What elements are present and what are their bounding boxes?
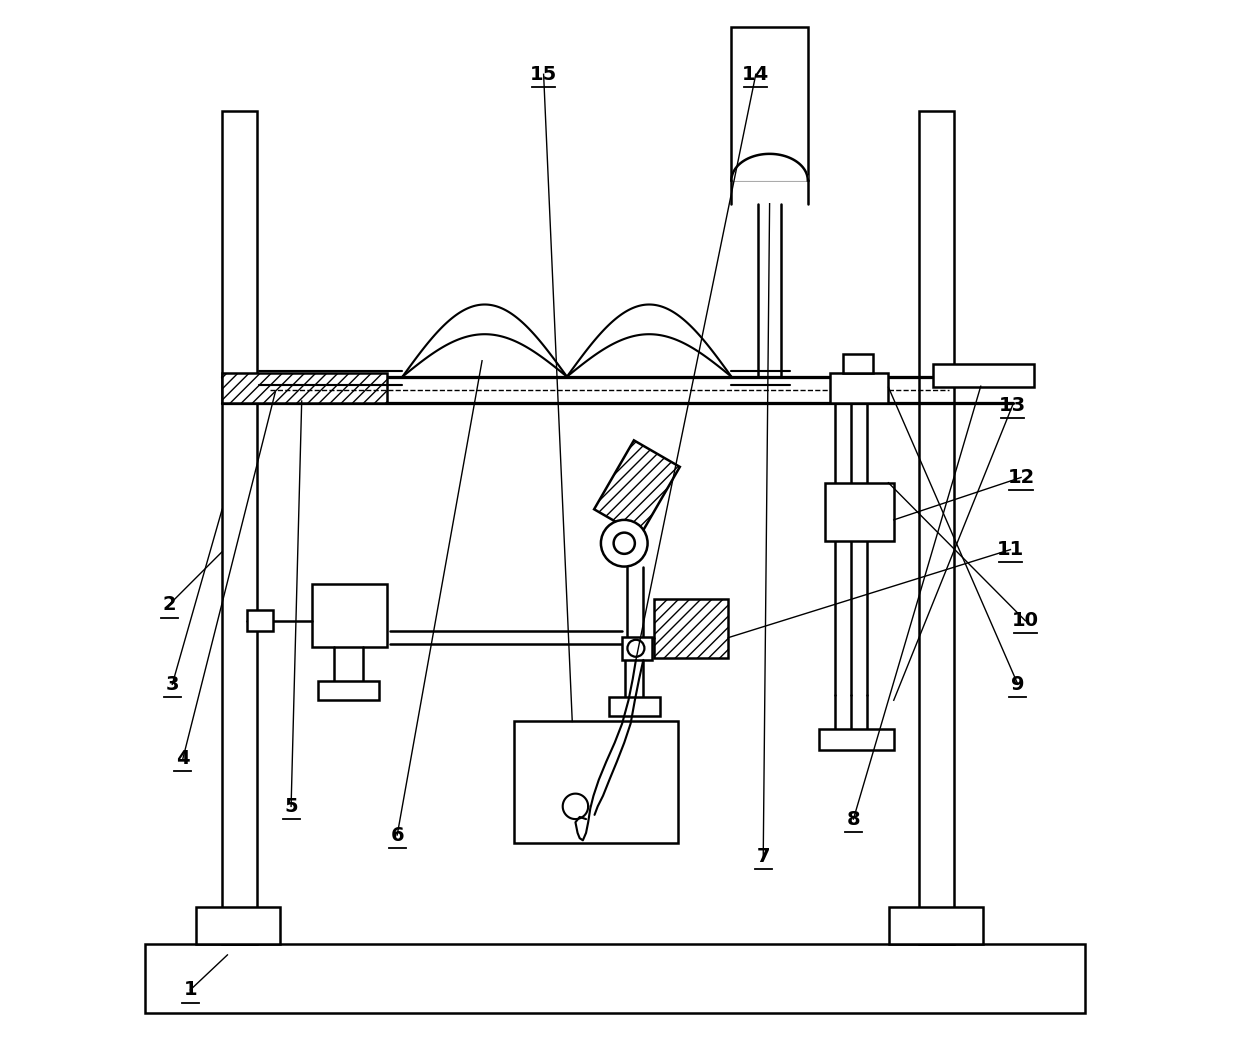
- Bar: [513, 721, 678, 843]
- Text: 7: 7: [756, 847, 770, 866]
- Bar: [843, 354, 873, 373]
- Text: 9: 9: [1011, 675, 1024, 694]
- Bar: [653, 599, 728, 658]
- Text: 11: 11: [997, 540, 1024, 559]
- Circle shape: [627, 640, 645, 657]
- Text: 10: 10: [1012, 611, 1039, 630]
- Text: 14: 14: [743, 65, 770, 84]
- Bar: [317, 681, 379, 700]
- Bar: [609, 697, 661, 716]
- Text: 13: 13: [999, 396, 1027, 415]
- Bar: [222, 111, 257, 944]
- Text: 4: 4: [176, 749, 190, 768]
- Bar: [247, 610, 273, 631]
- Bar: [145, 944, 1085, 1013]
- Text: 12: 12: [1007, 468, 1034, 487]
- Bar: [732, 27, 807, 180]
- Bar: [825, 483, 894, 541]
- Bar: [830, 373, 888, 403]
- Bar: [820, 729, 894, 750]
- Text: 2: 2: [162, 595, 176, 614]
- Circle shape: [614, 533, 635, 554]
- Bar: [919, 111, 955, 944]
- Circle shape: [601, 520, 647, 567]
- Text: 6: 6: [391, 825, 404, 845]
- Polygon shape: [594, 440, 680, 536]
- Bar: [312, 584, 387, 647]
- Text: 8: 8: [847, 810, 861, 829]
- Text: 1: 1: [184, 980, 197, 999]
- Bar: [196, 907, 280, 944]
- Bar: [622, 637, 652, 660]
- Text: 15: 15: [529, 65, 557, 84]
- Bar: [889, 907, 983, 944]
- Text: 5: 5: [284, 797, 298, 816]
- Text: 3: 3: [165, 675, 179, 694]
- Bar: [222, 373, 387, 403]
- Bar: [932, 364, 1034, 387]
